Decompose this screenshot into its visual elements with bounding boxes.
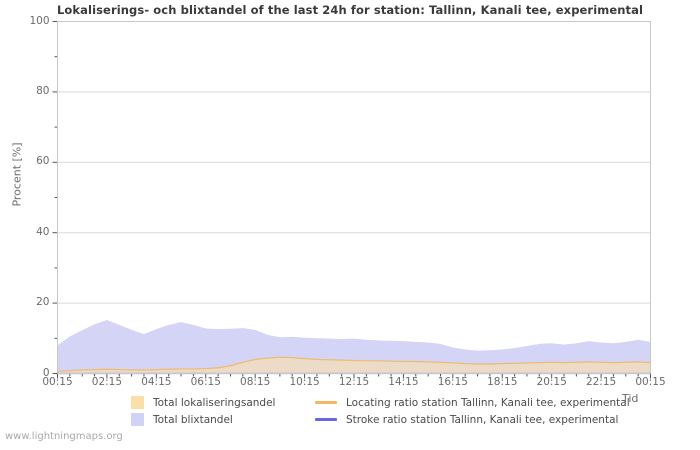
x-tick-label: 14:15 bbox=[388, 376, 419, 388]
x-tick-label: 12:15 bbox=[338, 376, 370, 388]
legend-row: Total blixtandel Stroke ratio station Ta… bbox=[131, 411, 651, 428]
y-tick-label: 80 bbox=[36, 84, 50, 97]
x-tick-label: 00:15 bbox=[42, 376, 73, 388]
gridlines bbox=[57, 21, 651, 304]
plot-frame bbox=[57, 21, 651, 374]
legend-item-locating-ratio[interactable]: Locating ratio station Tallinn, Kanali t… bbox=[293, 394, 633, 411]
legend-swatch-icon bbox=[131, 396, 144, 409]
legend-label: Stroke ratio station Tallinn, Kanali tee… bbox=[346, 413, 619, 426]
x-tick-label: 22:15 bbox=[585, 376, 617, 388]
y-tick-label: 20 bbox=[36, 296, 50, 309]
x-tick-label: 00:15 bbox=[635, 376, 666, 388]
legend-item-total-blixtandel[interactable]: Total blixtandel bbox=[131, 411, 293, 428]
x-tick-label: 10:15 bbox=[289, 376, 320, 388]
axis-ticks bbox=[52, 21, 651, 379]
x-tick-label: 02:15 bbox=[91, 376, 123, 388]
y-tick-label: 100 bbox=[29, 14, 50, 27]
legend-row: Total lokaliseringsandel Locating ratio … bbox=[131, 394, 651, 411]
legend-label: Total blixtandel bbox=[153, 413, 233, 426]
x-tick-label: 06:15 bbox=[190, 376, 221, 388]
x-tick-label: 04:15 bbox=[141, 376, 172, 388]
x-tick-label: 20:15 bbox=[536, 376, 567, 388]
legend-line-icon bbox=[315, 418, 337, 421]
legend-item-total-lokaliseringsandel[interactable]: Total lokaliseringsandel bbox=[131, 394, 293, 411]
chart-title: Lokaliserings- och blixtandel of the las… bbox=[56, 3, 644, 17]
y-tick-label: 60 bbox=[36, 155, 50, 168]
x-tick-label: 18:15 bbox=[487, 376, 518, 388]
legend-swatch-icon bbox=[131, 413, 144, 426]
legend-label: Total lokaliseringsandel bbox=[153, 396, 276, 409]
legend-label: Locating ratio station Tallinn, Kanali t… bbox=[346, 396, 630, 409]
x-axis-label: Tid bbox=[622, 392, 639, 405]
data-series bbox=[57, 320, 651, 375]
chart-legend: Total lokaliseringsandel Locating ratio … bbox=[131, 394, 651, 428]
legend-item-stroke-ratio[interactable]: Stroke ratio station Tallinn, Kanali tee… bbox=[293, 411, 633, 428]
y-tick-label: 0 bbox=[42, 366, 50, 379]
y-tick-label: 40 bbox=[36, 225, 50, 238]
x-tick-label: 08:15 bbox=[240, 376, 271, 388]
site-watermark: www.lightningmaps.org bbox=[5, 431, 123, 442]
x-tick-label: 16:15 bbox=[437, 376, 468, 388]
legend-line-icon bbox=[315, 401, 337, 404]
